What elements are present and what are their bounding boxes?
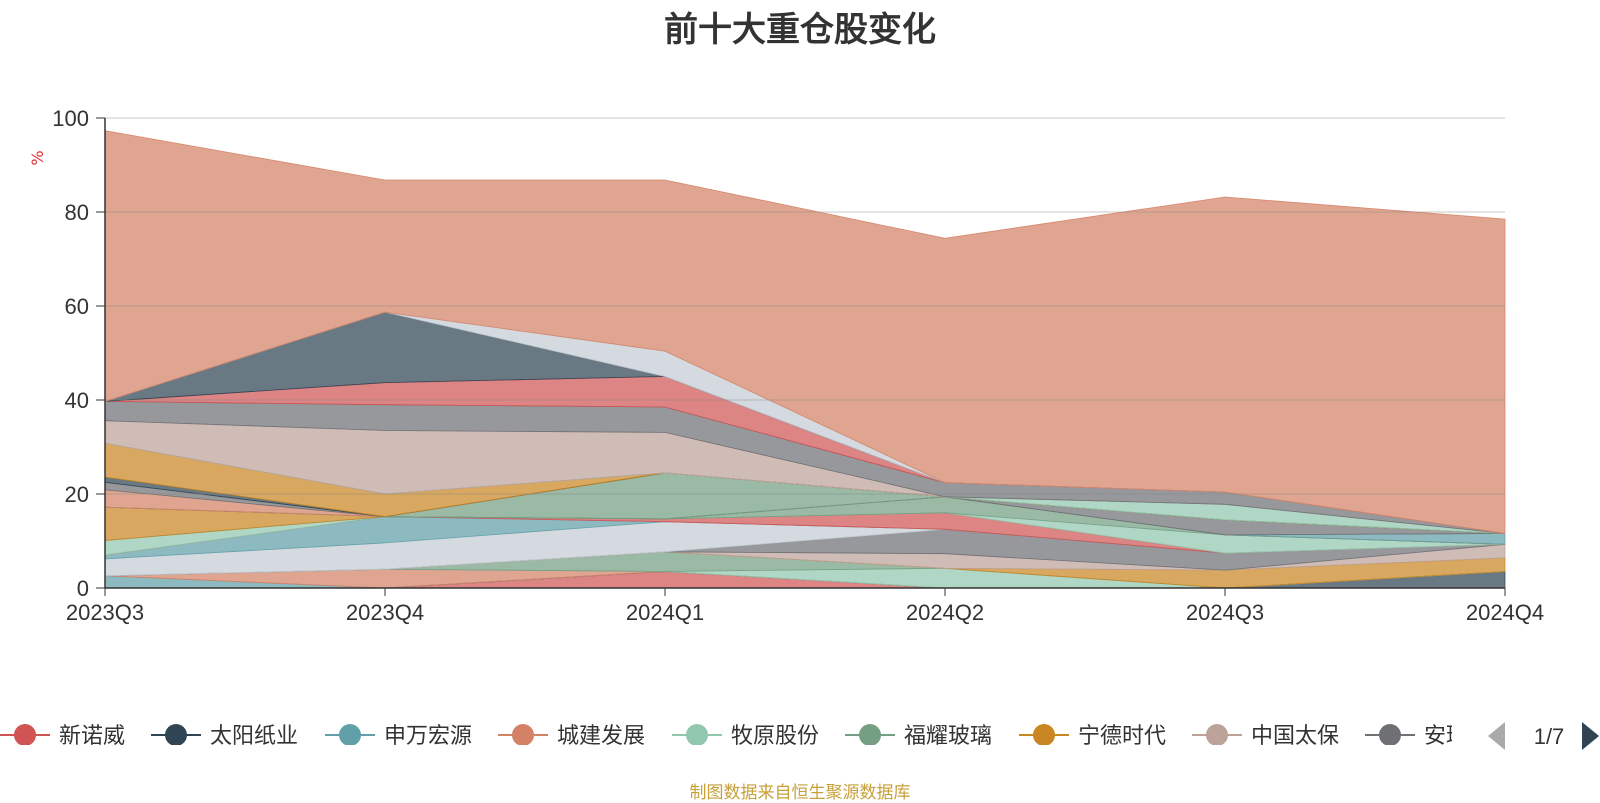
y-tick-label: 0	[77, 576, 89, 601]
data-source-note: 制图数据来自恒生聚源数据库	[689, 783, 911, 803]
y-tick-label: 100	[52, 106, 89, 131]
legend-item[interactable]: 宁德时代	[1019, 724, 1166, 749]
legend-dot-marker	[686, 724, 708, 745]
legend: 新诺威 太阳纸业 申万宏源 城建发展 牧原股份 福耀玻璃 宁德时代 中国太保 安琪酵母	[0, 724, 1512, 749]
legend-dot-marker	[1206, 724, 1228, 745]
legend-item[interactable]: 安琪酵母	[1365, 724, 1512, 749]
x-tick-label: 2023Q3	[66, 600, 144, 625]
legend-next-arrow-icon[interactable]	[1582, 722, 1599, 750]
legend-dot-marker	[1033, 724, 1055, 745]
legend-item[interactable]: 申万宏源	[325, 724, 472, 749]
legend-label: 太阳纸业	[210, 724, 298, 749]
legend-label: 城建发展	[557, 724, 645, 749]
y-tick-label: 80	[65, 200, 89, 225]
legend-dot-marker	[14, 724, 36, 745]
legend-page-indicator: 1/7	[1534, 724, 1565, 749]
legend-label: 宁德时代	[1078, 724, 1166, 749]
x-tick-label: 2024Q2	[906, 600, 984, 625]
legend-item[interactable]: 福耀玻璃	[845, 724, 992, 749]
x-tick-label: 2024Q4	[1466, 600, 1544, 625]
legend-dot-marker	[339, 724, 361, 745]
y-tick-label: 60	[65, 294, 89, 319]
legend-label: 申万宏源	[384, 724, 472, 749]
legend-label: 福耀玻璃	[904, 724, 992, 749]
legend-item[interactable]: 新诺威	[0, 724, 125, 749]
legend-label: 牧原股份	[731, 724, 819, 749]
x-tick-label: 2024Q3	[1186, 600, 1264, 625]
legend-dot-marker	[165, 724, 187, 745]
area-series-28	[104, 130, 1506, 534]
legend-item[interactable]: 牧原股份	[672, 724, 819, 749]
legend-label: 安琪酵母	[1424, 724, 1512, 749]
legend-prev-arrow-icon[interactable]	[1488, 722, 1505, 750]
legend-item[interactable]: 中国太保	[1192, 724, 1339, 749]
y-axis-unit-label: %	[28, 150, 47, 165]
legend-dot-marker	[1379, 724, 1401, 745]
y-tick-label: 40	[65, 388, 89, 413]
chart-title: 前十大重仓股变化	[664, 10, 936, 50]
legend-label: 新诺威	[59, 724, 125, 749]
y-tick-label: 20	[65, 482, 89, 507]
legend-item[interactable]: 城建发展	[498, 724, 645, 749]
x-tick-label: 2023Q4	[346, 600, 424, 625]
legend-label: 中国太保	[1251, 724, 1339, 749]
legend-item[interactable]: 太阳纸业	[151, 724, 298, 749]
legend-dot-marker	[859, 724, 881, 745]
x-tick-label: 2024Q1	[626, 600, 704, 625]
legend-dot-marker	[512, 724, 534, 745]
